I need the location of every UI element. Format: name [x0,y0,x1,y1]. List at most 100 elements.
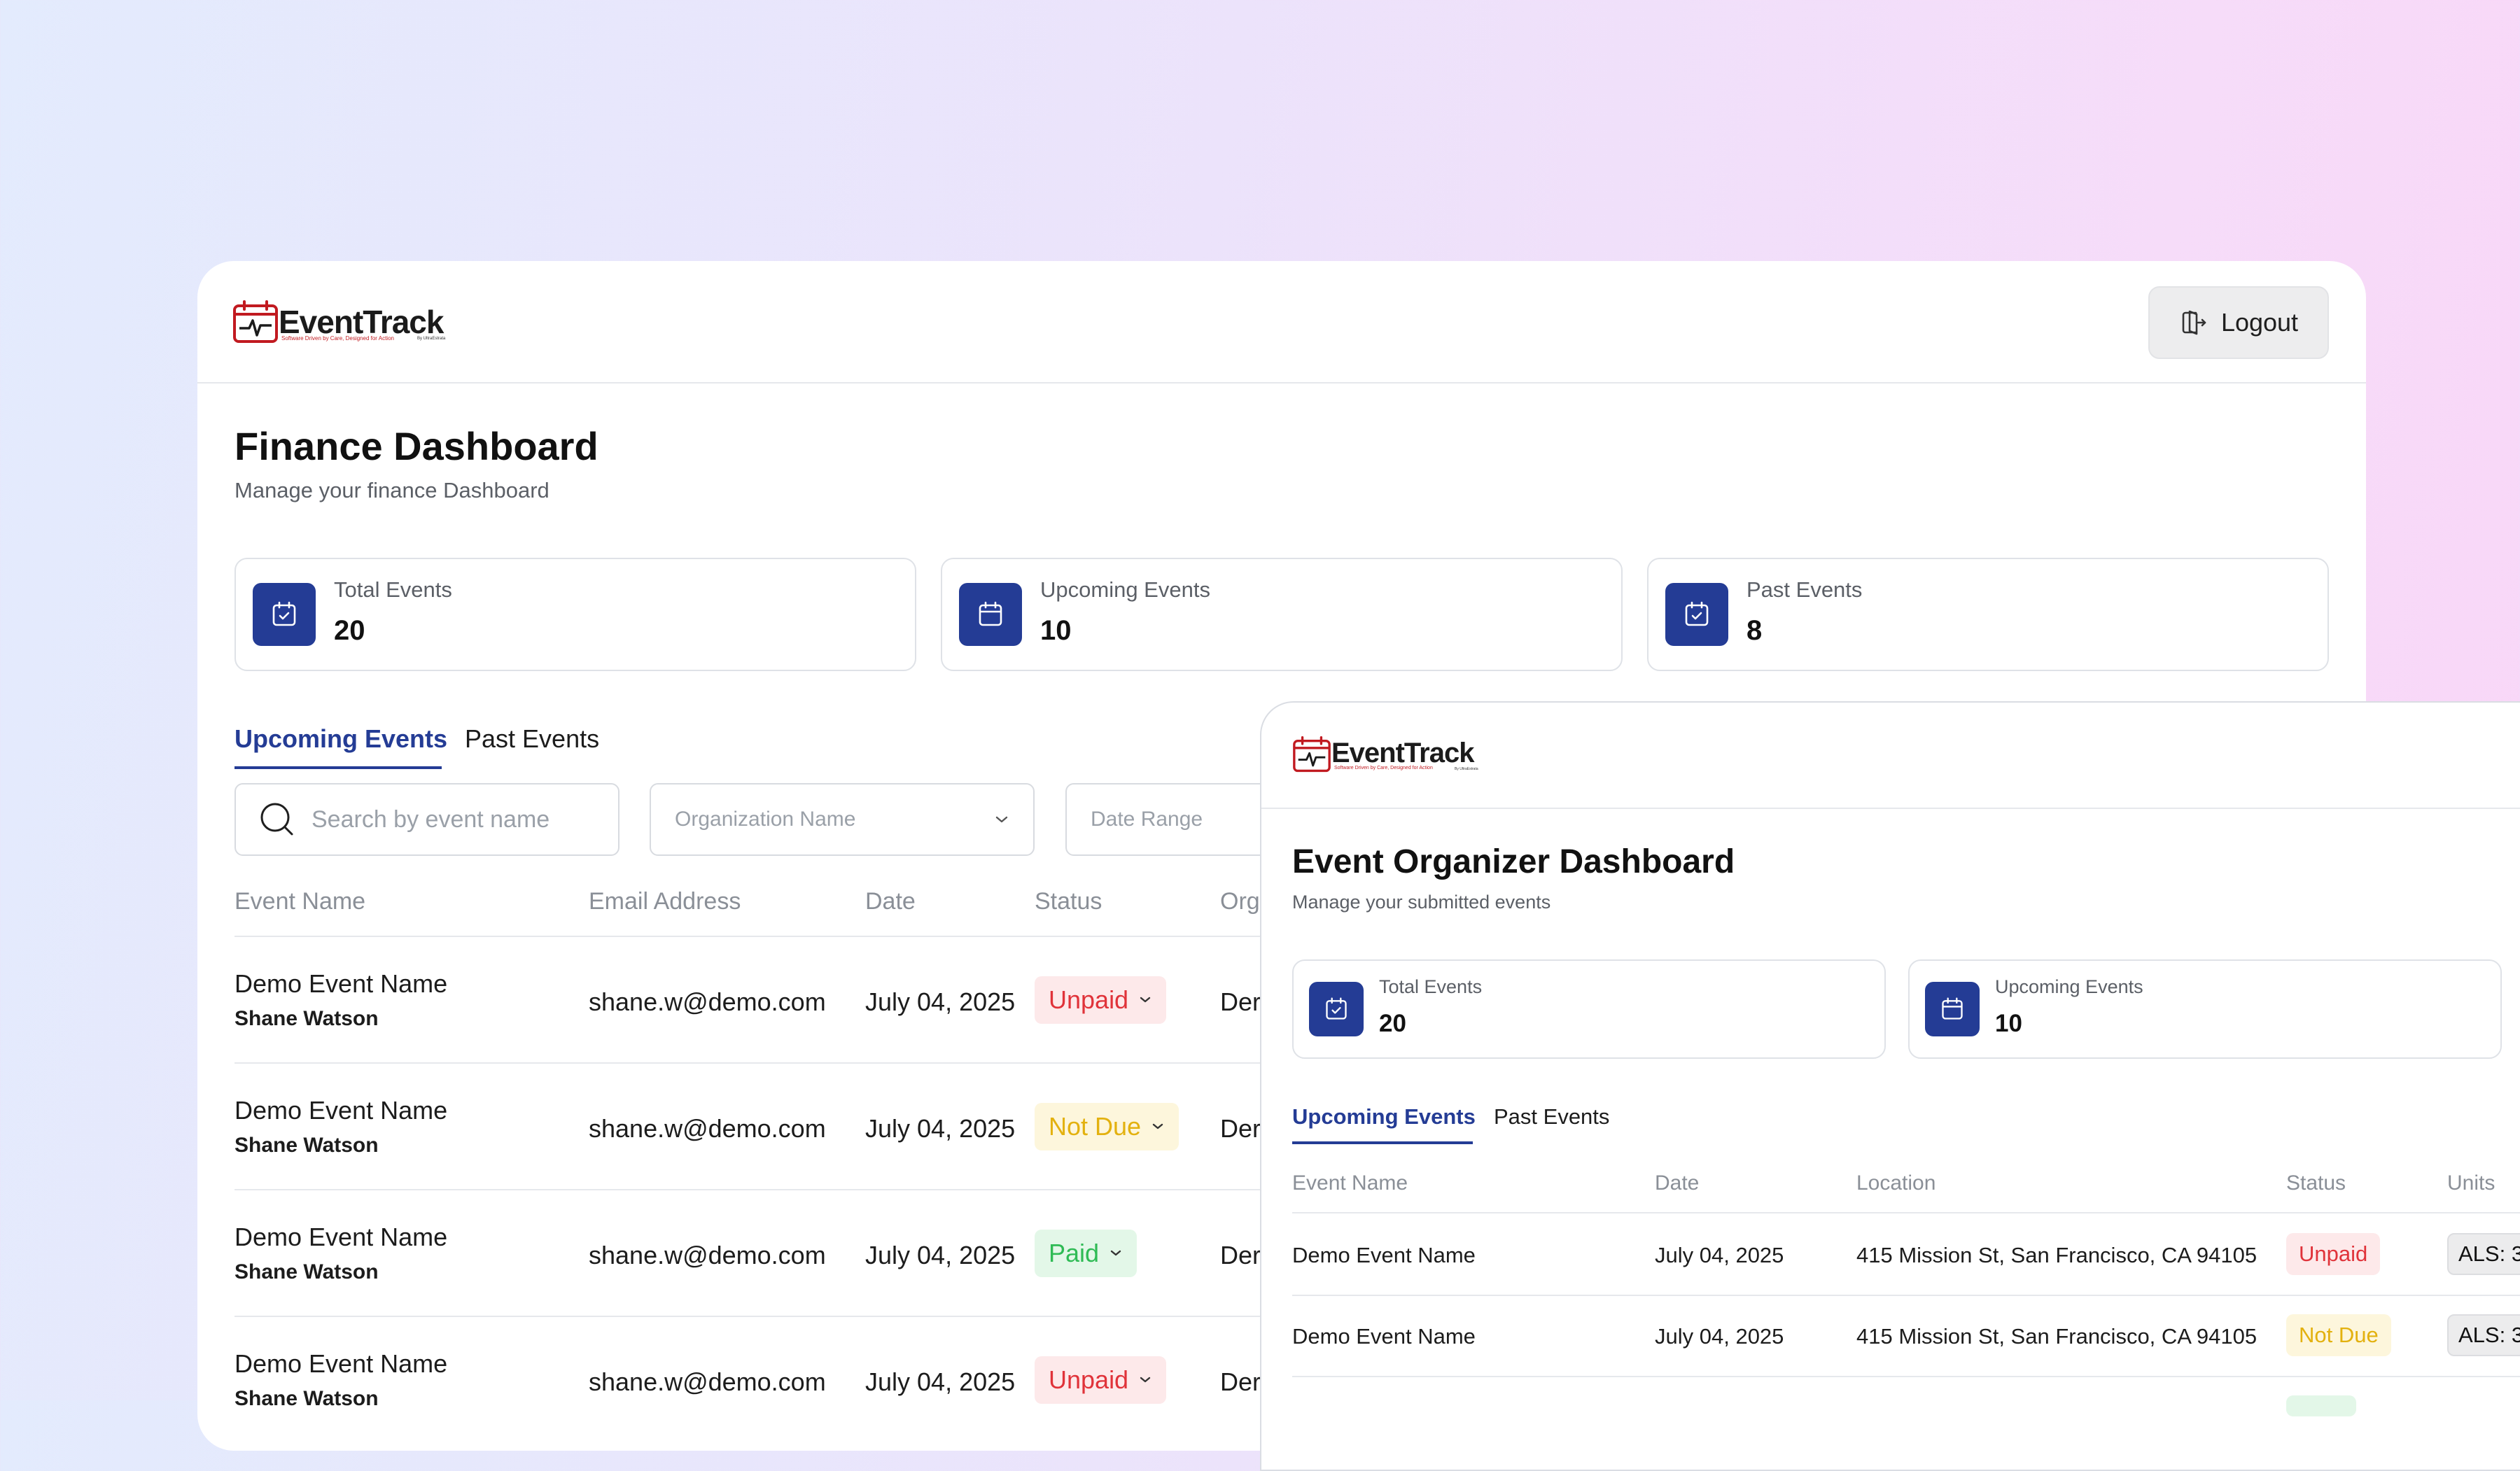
event-person: Shane Watson [234,1260,379,1283]
stat-label: Past Events [1746,577,1863,602]
calendar-check-icon [1326,997,1347,1020]
stat-label: Total Events [334,577,452,602]
stat-value: 20 [334,615,365,646]
tab-upcoming-events[interactable]: Upcoming Events [1292,1104,1476,1129]
status-label: Unpaid [1049,985,1129,1014]
column-header-location: Location [1856,1171,1936,1195]
tab-active-underline [234,766,442,769]
status-label: Paid [1049,1239,1100,1267]
chevron-down-icon [1140,1377,1151,1383]
stat-card-upcoming-events: Upcoming Events 10 [941,558,1623,671]
logout-label: Logout [2220,308,2299,337]
stat-icon-bg [1925,982,1980,1036]
chevron-down-icon [1140,997,1151,1003]
stat-label: Total Events [1379,976,1483,997]
chevron-down-icon [1110,1250,1121,1256]
eventtrack-logo[interactable]: EventTrack Software Driven by Care, Desi… [1292,736,1478,773]
status-label: Unpaid [1049,1365,1129,1394]
page-title: Event Organizer Dashboard [1292,843,1735,880]
units-pill: ALS: 3 [2447,1233,2520,1275]
column-header-date: Date [1655,1171,1700,1195]
tab-past-events[interactable]: Past Events [465,724,600,753]
logo-by: By UltraEstrata [1455,767,1478,771]
stat-card-upcoming-events: Upcoming Events 10 [1908,959,2502,1059]
logo-by: By UltraEstrata [417,337,446,341]
event-date: July 04, 2025 [1655,1324,1784,1349]
eventtrack-logo[interactable]: EventTrack Software Driven by Care, Desi… [232,300,445,344]
event-org: Der [1220,1367,1261,1396]
event-org: Der [1220,1241,1261,1269]
event-email: shane.w@demo.com [589,1241,826,1269]
tab-past-events[interactable]: Past Events [1494,1104,1610,1129]
status-label: Not Due [1049,1112,1142,1141]
calendar-check-icon [1685,601,1709,626]
status-dropdown-unpaid[interactable]: Unpaid [1035,1356,1167,1404]
status-dropdown-unpaid[interactable]: Unpaid [1035,976,1167,1024]
search-icon [260,803,293,836]
units-label: ALS: 3 [2458,1241,2520,1266]
event-date: July 04, 2025 [865,987,1016,1016]
event-name: Demo Event Name [234,1223,448,1251]
stat-card-total-events: Total Events 20 [1292,959,1886,1059]
row-divider [234,1189,1284,1190]
stat-label: Upcoming Events [1040,577,1210,602]
organizer-dashboard-window: EventTrack Software Driven by Care, Desi… [1260,701,2520,1471]
tab-active-underline [1292,1141,1473,1144]
event-email: shane.w@demo.com [589,1367,826,1396]
header-divider [197,382,2366,383]
status-badge-not-due: Not Due [2286,1314,2391,1356]
event-email: shane.w@demo.com [589,987,826,1016]
calendar-heartbeat-icon [233,300,278,343]
stat-value: 10 [1040,615,1072,646]
status-badge-unpaid: Unpaid [2286,1233,2381,1275]
event-org: Der [1220,1114,1261,1143]
logout-icon [2182,310,2206,335]
logo-name: EventTrack [1331,738,1474,768]
event-person: Shane Watson [234,1387,379,1410]
page-subtitle: Manage your submitted events [1292,892,1551,913]
stat-value: 20 [1379,1010,1406,1037]
row-divider [234,1316,1284,1317]
event-location: 415 Mission St, San Francisco, CA 94105 [1856,1324,2258,1349]
calendar-icon [979,601,1002,626]
calendar-check-icon [272,601,296,626]
page-subtitle: Manage your finance Dashboard [234,478,550,502]
stat-icon-bg [1665,583,1728,646]
event-person: Shane Watson [234,1007,379,1030]
column-header-org: Org [1220,888,1260,915]
logo-name: EventTrack [279,304,444,340]
status-dropdown-paid[interactable]: Paid [1035,1230,1138,1277]
row-divider [234,1062,1284,1064]
chevron-down-icon [1152,1123,1163,1129]
organization-select[interactable]: Organization Name [650,783,1035,856]
search-input[interactable] [310,805,618,834]
stat-card-total-events: Total Events 20 [234,558,916,671]
search-field[interactable] [234,783,620,856]
status-dropdown-not-due[interactable]: Not Due [1035,1103,1180,1150]
units-pill: ALS: 3 [2447,1314,2520,1356]
row-divider [1292,1295,2520,1296]
event-org: Der [1220,987,1261,1016]
event-name: Demo Event Name [1292,1243,1476,1267]
logout-button[interactable]: Logout [2148,286,2329,359]
event-date: July 04, 2025 [865,1241,1016,1269]
column-header-units: Units [2447,1171,2496,1195]
status-badge-partial [2286,1395,2356,1416]
stat-label: Upcoming Events [1995,976,2143,997]
event-name: Demo Event Name [234,1349,448,1378]
calendar-icon [1942,997,1963,1020]
logo-tagline: Software Driven by Care, Designed for Ac… [1334,766,1433,770]
column-header-date: Date [865,888,916,915]
date-range-placeholder: Date Range [1091,808,1203,831]
stat-value: 10 [1995,1010,2022,1037]
stat-card-past-events: Past Events 8 [1647,558,2329,671]
tab-upcoming-events[interactable]: Upcoming Events [234,724,448,753]
units-label: ALS: 3 [2458,1323,2520,1347]
table-divider [234,936,1284,937]
table-divider [1292,1212,2520,1213]
status-label: Unpaid [2299,1241,2368,1266]
row-divider [1292,1376,2520,1377]
organization-select-placeholder: Organization Name [675,808,856,831]
page-title: Finance Dashboard [234,424,598,468]
stat-icon-bg [959,583,1022,646]
